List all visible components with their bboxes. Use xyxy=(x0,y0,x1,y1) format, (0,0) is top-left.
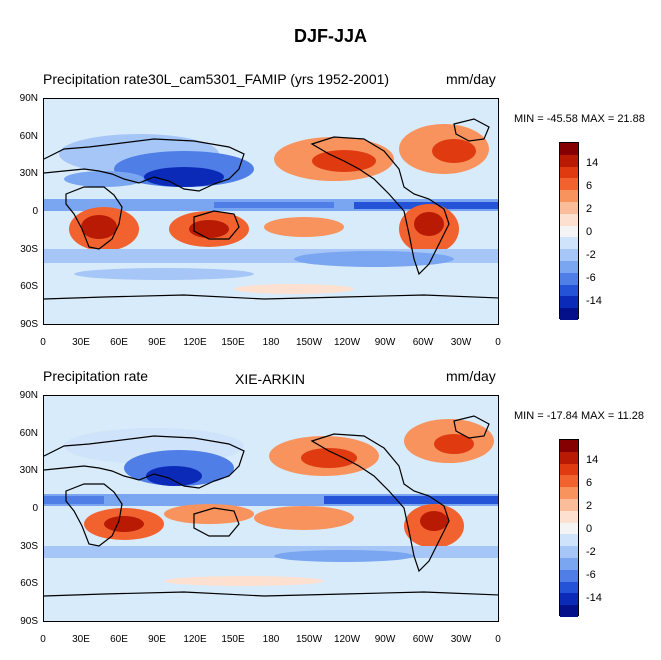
colorbar-swatch xyxy=(560,213,578,226)
colorbar-swatch xyxy=(560,154,578,167)
colorbar-swatch xyxy=(560,284,578,297)
panel2-lon-label: 120W xyxy=(333,634,361,645)
panel1-lon-label: 120W xyxy=(333,337,361,348)
panel1-lon-label: 120E xyxy=(183,337,207,348)
panel1-min-max: MIN = -45.58 MAX = 21.88 xyxy=(514,113,645,125)
panel1-lat-label: 90N xyxy=(19,93,38,104)
panel2-left-title: Precipitation rate xyxy=(43,368,149,384)
panel2-colorbar-label: 14 xyxy=(586,454,599,466)
panel2-lat-label: 60S xyxy=(20,578,38,589)
panel1-lon-label: 90W xyxy=(374,337,396,348)
colorbar-swatch xyxy=(560,272,578,285)
panel2-colorbar xyxy=(559,439,579,617)
panel2-min-max: MIN = -17.84 MAX = 11.28 xyxy=(514,410,645,422)
panel2-colorbar-label: 0 xyxy=(586,523,593,535)
panel2-lat-label: 0 xyxy=(32,503,38,514)
panel1-lon-label: 60W xyxy=(412,337,434,348)
panel1-lon-label: 150E xyxy=(221,337,245,348)
panel1-left-title: Precipitation rate30L_cam5301_FAMIP (yrs… xyxy=(43,71,390,87)
panel2-lat-label: 90N xyxy=(19,390,38,401)
panel2-lon-label: 120E xyxy=(183,634,207,645)
panel1-lon-label: 180 xyxy=(262,337,280,348)
panel2-lon-label: 30E xyxy=(72,634,90,645)
colorbar-swatch xyxy=(560,534,578,547)
panel2-colorbar-label: -2 xyxy=(586,546,596,558)
panel1-colorbar-label: -14 xyxy=(586,295,602,307)
panel2-center-title: XIE-ARKIN xyxy=(234,371,305,387)
panel1-lon-label: 30E xyxy=(72,337,90,348)
panel1-lon-label: 0 xyxy=(40,337,46,348)
figure-title: DJF-JJA xyxy=(293,26,368,46)
panel2-lon-label: 150W xyxy=(295,634,323,645)
panel1-lon-label: 0 xyxy=(495,337,501,348)
panel2-units: mm/day xyxy=(446,368,496,384)
colorbar-swatch xyxy=(560,178,578,191)
panel2-lat-label: 60N xyxy=(19,428,38,439)
colorbar-swatch xyxy=(560,499,578,511)
colorbar-swatch xyxy=(560,451,578,464)
colorbar-swatch xyxy=(560,190,578,202)
colorbar-swatch xyxy=(560,225,578,238)
panel1-lat-label: 30S xyxy=(20,244,38,255)
panel1-lon-label: 60E xyxy=(110,337,128,348)
colorbar-swatch xyxy=(560,558,578,570)
colorbar-swatch xyxy=(560,569,578,582)
panel2-lon-label: 0 xyxy=(40,634,46,645)
panel2-map xyxy=(43,395,499,622)
colorbar-swatch xyxy=(560,237,578,250)
panel1-units: mm/day xyxy=(446,71,496,87)
colorbar-swatch xyxy=(560,487,578,499)
colorbar-swatch xyxy=(560,202,578,214)
colorbar-swatch xyxy=(560,510,578,523)
panel1-lat-label: 60S xyxy=(20,281,38,292)
colorbar-swatch xyxy=(560,581,578,594)
panel2-lon-label: 60E xyxy=(110,634,128,645)
panel1-lon-label: 30W xyxy=(450,337,472,348)
panel1-colorbar-label: 0 xyxy=(586,226,593,238)
panel1-colorbar-label: 6 xyxy=(586,180,593,192)
panel1-lat-label: 30N xyxy=(19,168,38,179)
colorbar-swatch xyxy=(560,166,578,179)
colorbar-swatch xyxy=(560,593,578,606)
colorbar-swatch xyxy=(560,143,578,155)
panel2-lon-label: 60W xyxy=(412,634,434,645)
panel1-colorbar-label: -6 xyxy=(586,272,596,284)
panel2-lon-label: 150E xyxy=(221,634,245,645)
colorbar-swatch xyxy=(560,463,578,476)
panel1-map xyxy=(43,98,499,325)
panel1-colorbar-label: -2 xyxy=(586,249,596,261)
panel2-lat-label: 30S xyxy=(20,541,38,552)
colorbar-swatch xyxy=(560,308,578,320)
panel2-colorbar-label: -14 xyxy=(586,592,602,604)
panel2-colorbar-label: 6 xyxy=(586,477,593,489)
colorbar-swatch xyxy=(560,546,578,558)
panel1-colorbar-label: 2 xyxy=(586,203,593,215)
panel1-lon-label: 150W xyxy=(295,337,323,348)
panel1-lon-label: 90E xyxy=(148,337,166,348)
panel1-precip-field xyxy=(44,118,498,300)
colorbar-swatch xyxy=(560,440,578,452)
panel2-lon-label: 90E xyxy=(148,634,166,645)
panel1-lat-label: 0 xyxy=(32,206,38,217)
panel1-lat-label: 60N xyxy=(19,131,38,142)
panel2-colorbar-label: 2 xyxy=(586,500,593,512)
panel1-colorbar-label: 14 xyxy=(586,157,599,169)
panel2-lat-label: 90S xyxy=(20,616,38,627)
colorbar-swatch xyxy=(560,296,578,309)
panel2-colorbar-label: -6 xyxy=(586,569,596,581)
panel2-lat-label: 30N xyxy=(19,465,38,476)
colorbar-swatch xyxy=(560,249,578,261)
panel2-lon-label: 90W xyxy=(374,634,396,645)
panel2-lon-label: 30W xyxy=(450,634,472,645)
panel2-lon-label: 0 xyxy=(495,634,501,645)
panel2-lon-label: 180 xyxy=(262,634,280,645)
colorbar-swatch xyxy=(560,261,578,273)
colorbar-swatch xyxy=(560,475,578,488)
colorbar-swatch xyxy=(560,522,578,535)
panel2-precip-field xyxy=(44,415,498,597)
panel1-colorbar xyxy=(559,142,579,320)
panel1-lat-label: 90S xyxy=(20,319,38,330)
colorbar-swatch xyxy=(560,605,578,617)
